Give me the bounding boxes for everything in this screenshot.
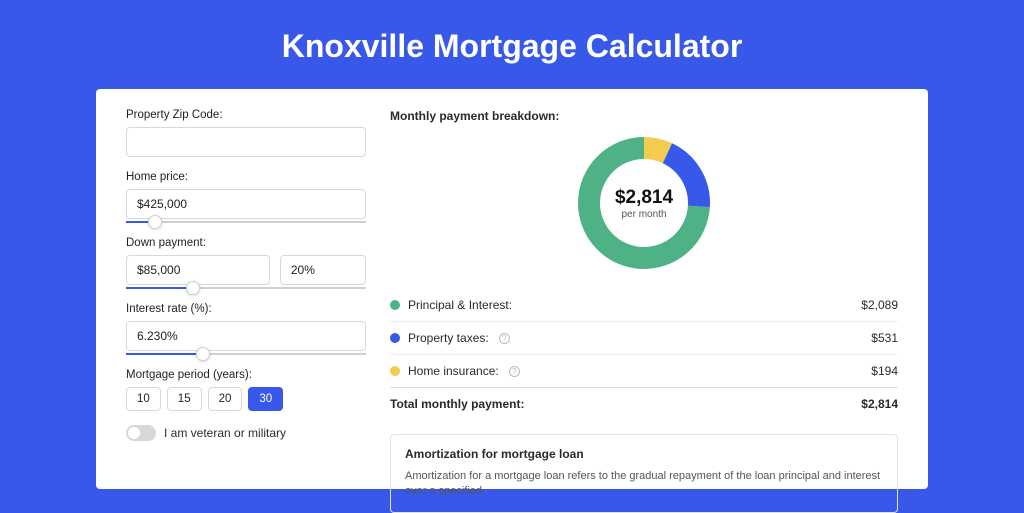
field-interest-rate: Interest rate (%): <box>126 303 366 355</box>
legend-row-1: Property taxes:? $531 <box>390 322 898 355</box>
legend-dot <box>390 333 400 343</box>
field-period: Mortgage period (years): 10152030 <box>126 369 366 411</box>
legend-row-2: Home insurance:? $194 <box>390 355 898 387</box>
interest-rate-label: Interest rate (%): <box>126 303 366 315</box>
period-option-20[interactable]: 20 <box>208 387 243 411</box>
down-payment-amount-input[interactable] <box>126 255 270 285</box>
legend-row-0: Principal & Interest: $2,089 <box>390 289 898 322</box>
field-home-price: Home price: <box>126 171 366 223</box>
donut-center-amount: $2,814 <box>615 187 673 209</box>
donut-chart: $2,814 per month <box>574 133 714 273</box>
legend-label: Home insurance: <box>408 364 499 378</box>
total-value: $2,814 <box>861 397 898 411</box>
page-title: Knoxville Mortgage Calculator <box>0 0 1024 89</box>
amortization-text: Amortization for a mortgage loan refers … <box>405 469 883 500</box>
period-option-15[interactable]: 15 <box>167 387 202 411</box>
down-payment-label: Down payment: <box>126 237 366 249</box>
zip-input[interactable] <box>126 127 366 157</box>
period-option-10[interactable]: 10 <box>126 387 161 411</box>
calculator-card: Property Zip Code: Home price: Down paym… <box>96 89 928 489</box>
amortization-title: Amortization for mortgage loan <box>405 447 883 461</box>
home-price-slider[interactable] <box>126 221 366 223</box>
down-payment-slider[interactable] <box>126 287 366 289</box>
legend-label: Property taxes: <box>408 331 489 345</box>
inputs-panel: Property Zip Code: Home price: Down paym… <box>126 109 366 489</box>
legend-value: $2,089 <box>861 298 898 312</box>
info-icon[interactable]: ? <box>499 333 510 344</box>
home-price-label: Home price: <box>126 171 366 183</box>
zip-label: Property Zip Code: <box>126 109 366 121</box>
total-row: Total monthly payment: $2,814 <box>390 387 898 420</box>
legend-value: $531 <box>871 331 898 345</box>
legend: Principal & Interest: $2,089 Property taxe… <box>390 289 898 387</box>
amortization-box: Amortization for mortgage loan Amortizat… <box>390 434 898 513</box>
legend-dot <box>390 366 400 376</box>
field-zip: Property Zip Code: <box>126 109 366 157</box>
donut-center-sub: per month <box>621 209 666 220</box>
down-payment-percent-input[interactable] <box>280 255 366 285</box>
info-icon[interactable]: ? <box>509 366 520 377</box>
veteran-row: I am veteran or military <box>126 425 366 441</box>
total-label: Total monthly payment: <box>390 397 524 411</box>
interest-rate-slider[interactable] <box>126 353 366 355</box>
field-down-payment: Down payment: <box>126 237 366 289</box>
legend-dot <box>390 300 400 310</box>
veteran-label: I am veteran or military <box>164 426 286 440</box>
home-price-input[interactable] <box>126 189 366 219</box>
breakdown-panel: Monthly payment breakdown: $2,814 per mo… <box>390 109 898 489</box>
legend-label: Principal & Interest: <box>408 298 512 312</box>
period-label: Mortgage period (years): <box>126 369 366 381</box>
period-option-30[interactable]: 30 <box>248 387 283 411</box>
veteran-toggle[interactable] <box>126 425 156 441</box>
period-options: 10152030 <box>126 387 366 411</box>
breakdown-title: Monthly payment breakdown: <box>390 109 898 123</box>
legend-value: $194 <box>871 364 898 378</box>
interest-rate-input[interactable] <box>126 321 366 351</box>
